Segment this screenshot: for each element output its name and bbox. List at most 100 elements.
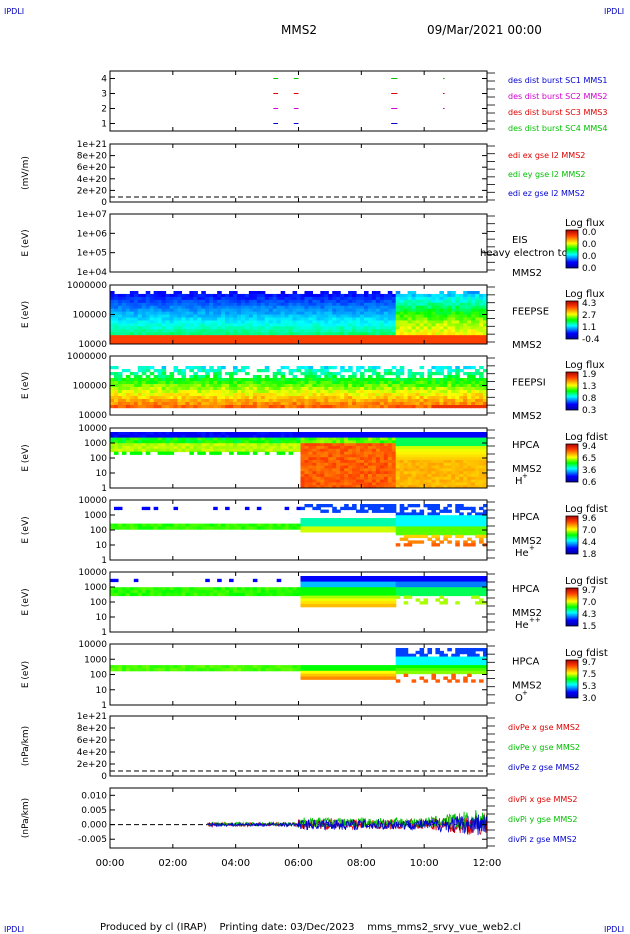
feepse-cell — [292, 341, 298, 345]
feepse-cell — [340, 326, 345, 330]
hpca-cell — [141, 443, 147, 447]
feepse-cell — [173, 296, 179, 301]
hpca-cell — [471, 518, 476, 522]
feepsi-cell — [113, 396, 119, 400]
hpca-cell — [252, 451, 258, 455]
feepsi-cell — [419, 402, 425, 406]
hpca-cell — [415, 540, 421, 544]
hpca-cell — [375, 526, 381, 530]
hpca-cell — [467, 532, 472, 536]
feepsi-cell — [236, 399, 242, 403]
feepse-cell — [391, 332, 397, 336]
hpca-cell — [320, 446, 325, 450]
feepse-cell — [379, 332, 385, 336]
feepse-cell — [387, 311, 393, 316]
feepse-cell — [284, 332, 290, 336]
feepsi-cell — [367, 399, 373, 403]
feepse-cell — [197, 296, 202, 301]
feepse-cell — [276, 299, 282, 304]
feepse-cell — [264, 326, 270, 330]
feepsi-cell — [149, 405, 155, 409]
hpca-cell — [173, 440, 179, 444]
feepsi-cell — [459, 399, 464, 403]
hpca-cell — [260, 437, 266, 441]
hpca-cell — [300, 485, 306, 489]
feepse-cell — [391, 299, 397, 304]
feepsi-cell — [296, 399, 302, 403]
feepsi-cell — [225, 402, 230, 406]
feepsi-cell — [320, 372, 325, 376]
feepsi-cell — [340, 381, 345, 385]
hpca-cell — [332, 520, 337, 525]
feepsi-cell — [451, 390, 456, 394]
feepse-cell — [399, 329, 405, 333]
feepse-cell — [225, 335, 230, 339]
hpca-cell — [320, 529, 325, 533]
feepse-cell — [463, 320, 468, 324]
feepse-cell — [483, 326, 488, 330]
feepsi-cell — [411, 405, 417, 409]
feepsi-cell — [431, 384, 437, 388]
feepse-cell — [419, 293, 425, 298]
feepse-cell — [395, 320, 401, 324]
hpca-cell — [483, 532, 488, 536]
feepse-cell — [165, 329, 171, 333]
hpca-cell — [197, 446, 202, 450]
feepsi-cell — [264, 381, 270, 385]
feepse-cell — [415, 329, 421, 333]
feepsi-cell — [260, 393, 266, 397]
hpca-cell — [367, 460, 373, 464]
feepse-cell — [435, 326, 440, 330]
feepse-cell — [479, 332, 484, 336]
feepse-cell — [308, 305, 313, 310]
hpca-cell — [387, 518, 393, 522]
feepse-cell — [233, 291, 238, 295]
feepse-cell — [443, 296, 448, 301]
feepse-cell — [221, 320, 226, 324]
feepsi-cell — [272, 372, 278, 376]
feepsi-cell — [225, 393, 230, 397]
feepsi-cell — [340, 387, 345, 391]
feepsi-cell — [161, 396, 167, 400]
colorbar — [565, 443, 579, 483]
hpca-cell — [352, 468, 357, 472]
feepse-cell — [225, 311, 230, 316]
feepse-cell — [419, 317, 425, 321]
hpca-cell — [447, 482, 452, 486]
feepsi-cell — [225, 384, 230, 388]
feepse-cell — [415, 293, 421, 298]
feepsi-cell — [475, 381, 480, 385]
feepse-cell — [125, 341, 131, 345]
feepsi-cell — [411, 378, 417, 382]
feepse-cell — [431, 335, 437, 339]
feepsi-cell — [145, 402, 151, 406]
hpca-cell — [284, 523, 290, 527]
feepse-cell — [475, 326, 480, 330]
feepse-cell — [201, 341, 206, 345]
feepsi-cell — [141, 393, 147, 397]
hpca-cell — [149, 446, 155, 450]
hpca-cell — [411, 515, 417, 519]
feepse-cell — [328, 314, 333, 318]
feepse-cell — [149, 332, 155, 336]
feepse-cell — [348, 338, 353, 342]
feepse-cell — [304, 329, 310, 333]
feepse-cell — [260, 329, 266, 333]
feepse-cell — [288, 332, 294, 336]
hpca-cell — [479, 506, 484, 511]
hpca-cell — [113, 506, 119, 511]
hpca-cell — [352, 518, 357, 522]
feepse-cell — [133, 291, 139, 295]
feepse-cell — [395, 341, 401, 345]
hpca-cell — [276, 526, 282, 530]
hpca-cell — [320, 437, 325, 441]
feepsi-cell — [383, 396, 389, 400]
legend-entry: des dist burst SC3 MMS3 — [508, 108, 607, 117]
hpca-cell — [399, 509, 405, 513]
feepsi-cell — [387, 396, 393, 400]
feepsi-cell — [387, 378, 393, 382]
hpca-cell — [395, 523, 401, 527]
hpca-cell — [463, 434, 468, 439]
feepsi-cell — [205, 399, 210, 403]
hpca-cell — [284, 446, 290, 450]
